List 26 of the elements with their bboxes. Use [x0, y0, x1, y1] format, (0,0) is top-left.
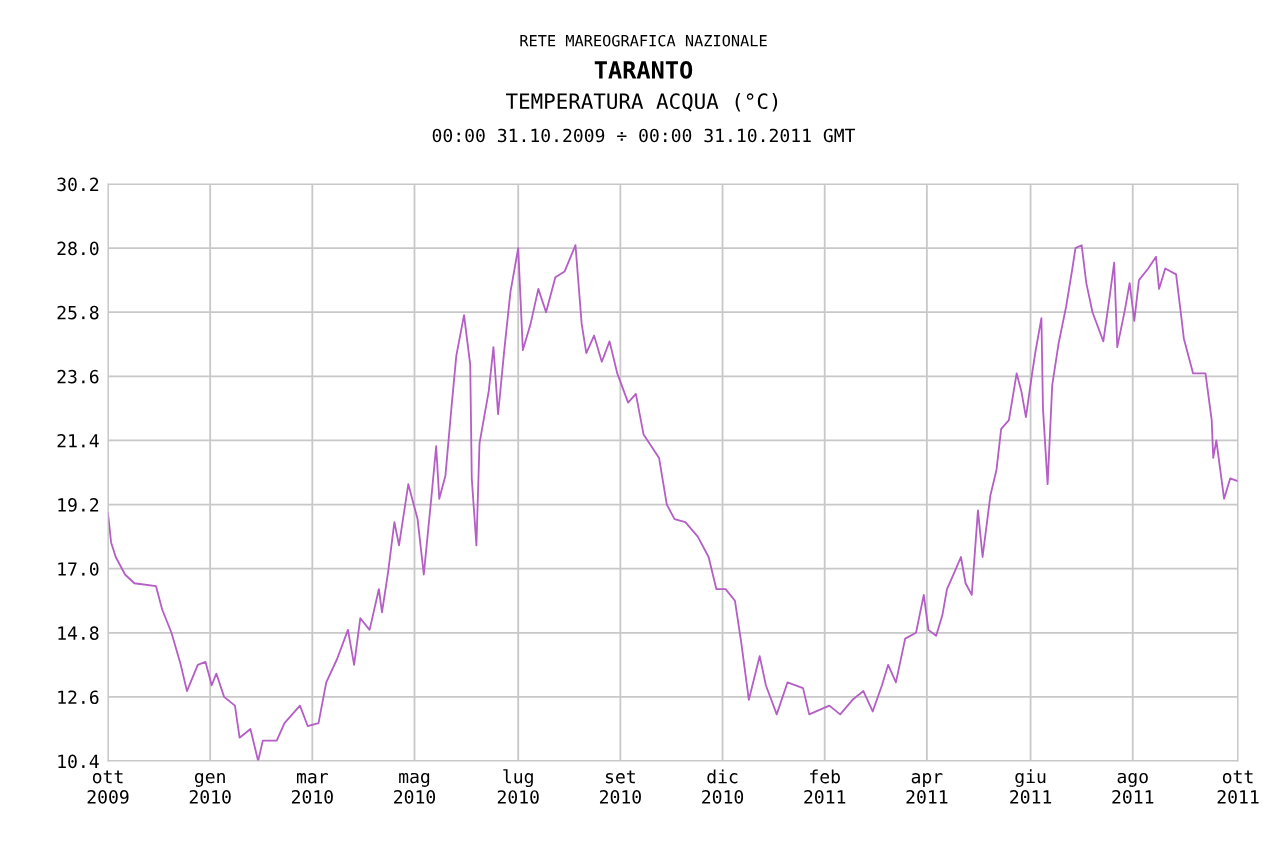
- y-tick-label: 23.6: [57, 369, 99, 384]
- x-tick-label: feb 2011: [804, 769, 846, 804]
- chart-title: TARANTO: [594, 60, 693, 79]
- y-tick-label: 12.6: [58, 690, 99, 705]
- x-tick-label: ago 2011: [1112, 772, 1154, 804]
- x-tick-label: dic 2010: [702, 769, 744, 804]
- x-tick-label: mag 2010: [394, 772, 436, 804]
- y-tick-label: 25.8: [57, 305, 99, 320]
- y-tick-label: 19.2: [58, 498, 99, 512]
- y-tick-label: 28.0: [57, 241, 99, 256]
- x-tick-label: giu 2011: [1010, 769, 1052, 804]
- x-tick-label: ott 2011: [1217, 770, 1259, 804]
- chart-subtitle: TEMPERATURA ACQUA (°C): [506, 93, 778, 112]
- y-tick-label: 14.8: [58, 626, 99, 640]
- y-tick-label: 30.2: [57, 177, 99, 192]
- x-tick-label: mar 2010: [291, 773, 333, 804]
- y-tick-label: 17.0: [58, 562, 99, 576]
- x-tick-label: ott 2009: [87, 770, 129, 804]
- x-tick-label: gen 2010: [189, 772, 231, 804]
- text: 00:00 31.10.2009 ÷ 00:00 31.10.2011 GMT: [432, 128, 856, 143]
- y-tick-label: 21.4: [57, 433, 99, 448]
- y-tick-label: 10.4: [58, 754, 99, 769]
- x-tick-label: set 2010: [599, 770, 641, 804]
- x-tick-label: apr 2011: [906, 773, 948, 804]
- text: RETE MAREOGRAFICA NAZIONALE: [520, 34, 767, 47]
- x-tick-label: lug 2010: [497, 769, 539, 804]
